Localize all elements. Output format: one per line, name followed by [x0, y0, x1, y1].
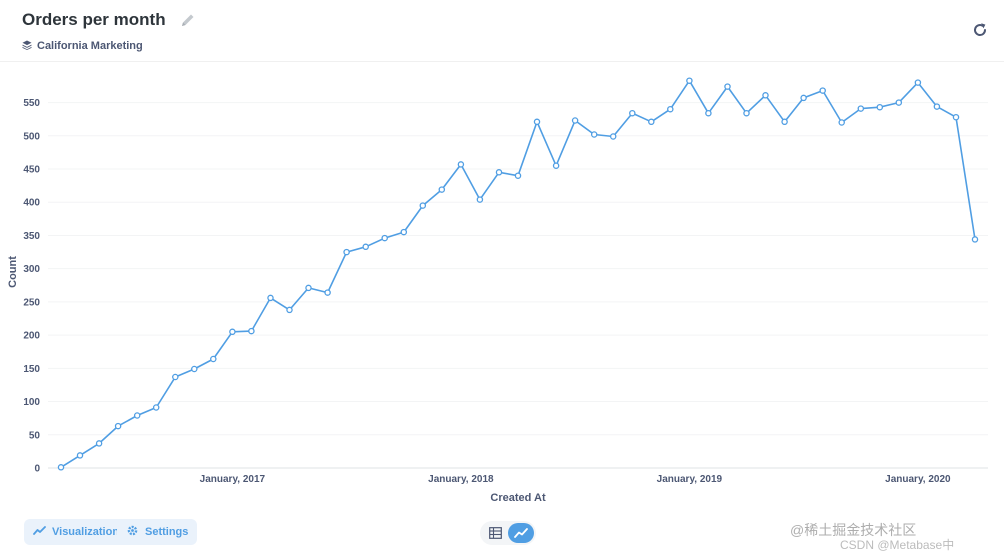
data-point[interactable] [362, 243, 369, 251]
view-toggle [480, 521, 536, 545]
data-point[interactable] [248, 327, 255, 335]
collection-breadcrumb[interactable]: California Marketing [22, 37, 143, 55]
data-point[interactable] [324, 289, 331, 296]
data-point[interactable] [781, 118, 788, 126]
data-point[interactable] [133, 412, 141, 419]
data-point[interactable] [114, 422, 122, 430]
y-tick-label: 100 [23, 397, 40, 408]
data-point[interactable] [419, 202, 427, 209]
x-tick-label: January, 2020 [885, 474, 951, 485]
data-point[interactable] [609, 133, 617, 140]
data-point[interactable] [952, 113, 960, 121]
y-tick-label: 150 [23, 364, 40, 375]
y-tick-label: 450 [23, 165, 40, 176]
data-point[interactable] [457, 161, 465, 168]
data-point[interactable] [57, 464, 65, 471]
y-tick-label: 200 [23, 331, 40, 342]
data-point[interactable] [495, 169, 503, 176]
y-tick-label: 550 [23, 98, 40, 109]
grid-lines [48, 102, 988, 436]
y-tick-label: 500 [23, 131, 40, 142]
y-tick-label: 350 [23, 231, 40, 242]
x-tick-label: January, 2017 [200, 474, 266, 485]
data-point[interactable] [286, 306, 293, 314]
data-point[interactable] [895, 99, 903, 106]
chart-toggle-icon[interactable] [508, 523, 534, 543]
data-point[interactable] [533, 118, 541, 126]
data-point[interactable] [514, 172, 522, 179]
chart-canvas: 0 50 100 150 200 250 300 350 400 450 500 550 Januar… [7, 77, 988, 504]
y-axis-label: Count [7, 256, 19, 288]
collection-name: California Marketing [37, 40, 143, 52]
data-point[interactable] [476, 196, 484, 203]
visualization-label: Visualization [52, 526, 120, 538]
title-row: Orders per month [22, 10, 196, 30]
data-point[interactable] [172, 373, 179, 381]
table-icon[interactable] [482, 523, 508, 543]
y-tick-label: 0 [34, 464, 40, 475]
data-point[interactable] [705, 109, 712, 117]
data-point[interactable] [800, 94, 807, 102]
series-line [60, 79, 976, 468]
data-point[interactable] [95, 440, 103, 447]
data-point[interactable] [667, 105, 674, 113]
data-point[interactable] [381, 234, 388, 242]
data-point[interactable] [438, 186, 446, 193]
refresh-icon[interactable] [970, 20, 990, 40]
y-tick-label: 50 [29, 430, 41, 441]
x-axis-ticks: January, 2017 January, 2018 January, 2019 J… [200, 474, 951, 485]
gear-icon [126, 524, 139, 540]
y-tick-label: 300 [23, 264, 40, 275]
data-point[interactable] [552, 162, 560, 169]
line-chart-icon [33, 524, 46, 540]
data-point[interactable] [191, 365, 198, 373]
data-point[interactable] [571, 117, 579, 124]
data-point[interactable] [76, 452, 84, 459]
data-point[interactable] [229, 328, 236, 336]
question-footer: Visualization Settings [0, 512, 1004, 551]
data-point[interactable] [629, 109, 636, 117]
data-point[interactable] [914, 79, 922, 86]
x-tick-label: January, 2019 [657, 474, 723, 485]
data-point[interactable] [400, 228, 408, 236]
data-point[interactable] [267, 294, 274, 302]
data-point[interactable] [648, 118, 655, 126]
data-point[interactable] [743, 109, 750, 117]
data-point[interactable] [152, 404, 160, 411]
data-point[interactable] [933, 103, 941, 110]
visualization-button[interactable]: Visualization [24, 519, 129, 545]
data-point[interactable] [857, 105, 865, 112]
data-points [57, 77, 979, 471]
settings-button[interactable]: Settings [117, 519, 198, 545]
data-point[interactable] [838, 119, 845, 126]
data-point[interactable] [686, 77, 693, 84]
y-tick-label: 400 [23, 198, 40, 209]
data-point[interactable] [971, 236, 979, 243]
pencil-icon[interactable] [180, 12, 196, 28]
data-point[interactable] [819, 87, 826, 94]
data-point[interactable] [724, 83, 731, 90]
collection-icon [22, 37, 32, 55]
data-point[interactable] [876, 103, 884, 111]
data-point[interactable] [305, 284, 312, 292]
watermark-text: @稀土掘金技术社区 [790, 522, 917, 538]
data-point[interactable] [210, 355, 217, 363]
question-header: Orders per month California Marketing [0, 0, 1004, 62]
data-point[interactable] [590, 131, 598, 138]
x-axis-label: Created At [490, 492, 546, 504]
y-tick-label: 250 [23, 297, 40, 308]
data-point[interactable] [343, 248, 350, 256]
y-axis-ticks: 0 50 100 150 200 250 300 350 400 450 500 550 [23, 98, 40, 474]
watermark-text-2: CSDN @Metabase中 [840, 538, 955, 551]
question-title[interactable]: Orders per month [22, 10, 166, 29]
settings-label: Settings [145, 526, 189, 538]
line-chart: 0 50 100 150 200 250 300 350 400 450 500 550 Januar… [0, 62, 1004, 512]
x-tick-label: January, 2018 [428, 474, 494, 485]
data-point[interactable] [762, 92, 769, 99]
